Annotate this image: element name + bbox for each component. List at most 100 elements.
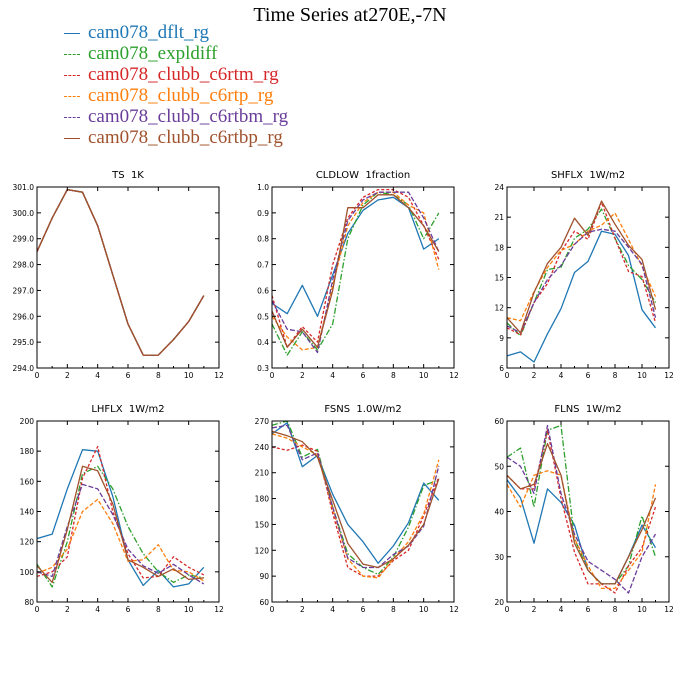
legend-swatch	[64, 117, 80, 119]
series-line	[507, 470, 657, 590]
x-tick-label: 10	[637, 605, 647, 614]
series-line	[507, 442, 657, 585]
chart-title: LHFLX 1W/m2	[91, 404, 164, 415]
y-tick-label: 180	[255, 495, 270, 504]
x-tick-label: 8	[391, 371, 396, 380]
y-tick-label: 270	[255, 417, 270, 426]
y-tick-label: 299.0	[13, 235, 35, 244]
y-tick-label: 150	[255, 520, 270, 529]
series-line	[272, 191, 440, 354]
legend-swatch	[64, 33, 80, 35]
series-group	[37, 188, 205, 356]
x-tick-label: 0	[35, 371, 40, 380]
y-tick-label: 100	[20, 568, 35, 577]
y-tick-label: 120	[255, 546, 270, 555]
y-tick-label: 300.0	[13, 209, 35, 218]
x-tick-label: 0	[270, 371, 275, 380]
y-tick-label: 80	[24, 598, 34, 607]
series-line	[37, 188, 205, 356]
x-tick-label: 0	[35, 605, 40, 614]
y-tick-label: 60	[494, 417, 504, 426]
x-tick-label: 4	[330, 605, 335, 614]
legend-swatch	[64, 96, 80, 98]
legend: cam078_dflt_rg cam078_expldiff cam078_cl…	[64, 22, 288, 148]
y-tick-label: 295.0	[13, 338, 35, 347]
series-line	[507, 201, 657, 336]
x-tick-label: 8	[613, 605, 618, 614]
plot-frame	[506, 420, 670, 603]
chart-title: SHFLX 1W/m2	[551, 170, 625, 181]
y-tick-label: 294.0	[13, 364, 35, 373]
legend-item: cam078_expldiff	[64, 43, 288, 64]
chart-title: TS 1K	[111, 170, 144, 181]
y-tick-label: 120	[20, 538, 35, 547]
y-tick-label: 297.0	[13, 286, 35, 295]
legend-item: cam078_clubb_c6rtm_rg	[64, 64, 288, 85]
series-line	[37, 188, 205, 356]
y-tick-label: 9	[499, 334, 504, 343]
x-tick-label: 12	[214, 605, 224, 614]
chart-panel: LHFLX 1W/m2 0 2 4 6 8 10 12 80 100 120 140 160 180 200	[20, 404, 224, 614]
x-tick-label: 4	[95, 605, 100, 614]
series-group	[272, 188, 440, 356]
x-tick-label: 2	[532, 371, 537, 380]
x-tick-label: 12	[449, 371, 459, 380]
y-tick-label: 200	[20, 417, 35, 426]
x-tick-label: 6	[361, 605, 366, 614]
y-tick-label: 0.3	[257, 364, 269, 373]
x-tick-label: 2	[300, 605, 305, 614]
series-line	[37, 188, 205, 356]
series-line	[272, 444, 440, 577]
x-tick-label: 4	[330, 371, 335, 380]
series-line	[37, 465, 204, 588]
series-line	[272, 422, 440, 564]
series-line	[507, 424, 657, 585]
series-line	[37, 188, 205, 356]
series-line	[507, 424, 657, 594]
series-group	[37, 445, 205, 588]
plot-frame	[36, 186, 220, 369]
y-tick-label: 90	[259, 572, 269, 581]
chart-title: CLDLOW 1fraction	[316, 170, 410, 181]
y-tick-label: 0.4	[257, 338, 269, 347]
x-tick-label: 2	[532, 605, 537, 614]
series-line	[507, 230, 657, 363]
chart-panel: FSNS 1.0W/m2 0 2 4 6 8 10 12 60 90 120 150 180 210 240…	[255, 404, 459, 614]
x-tick-label: 10	[184, 371, 194, 380]
series-line	[272, 424, 440, 569]
x-tick-label: 8	[391, 605, 396, 614]
y-tick-label: 24	[494, 183, 504, 192]
x-tick-label: 6	[126, 371, 131, 380]
legend-item: cam078_clubb_c6rtbm_rg	[64, 106, 288, 127]
x-tick-label: 4	[95, 371, 100, 380]
legend-item: cam078_clubb_c6rtbp_rg	[64, 127, 288, 148]
legend-label: cam078_clubb_c6rtm_rg	[88, 64, 279, 85]
x-tick-label: 2	[65, 371, 70, 380]
series-line	[37, 188, 205, 356]
y-tick-label: 210	[255, 469, 270, 478]
plot-frame	[271, 420, 455, 603]
y-tick-label: 0.6	[257, 286, 269, 295]
legend-swatch	[64, 75, 80, 77]
x-tick-label: 4	[559, 605, 564, 614]
legend-item: cam078_clubb_c6rtp_rg	[64, 85, 288, 106]
y-tick-label: 180	[20, 447, 35, 456]
x-tick-label: 10	[184, 605, 194, 614]
series-group	[507, 200, 657, 363]
x-tick-label: 10	[637, 371, 647, 380]
y-tick-label: 160	[20, 477, 35, 486]
y-tick-label: 40	[494, 508, 504, 517]
chart-panel: CLDLOW 1fraction 0 2 4 6 8 10 12 0.3 0.4 0.5 0.6 0.7…	[257, 170, 459, 380]
y-tick-label: 0.5	[257, 312, 269, 321]
x-tick-label: 10	[419, 605, 429, 614]
x-tick-label: 6	[586, 605, 591, 614]
x-tick-label: 0	[505, 371, 510, 380]
x-tick-label: 2	[65, 605, 70, 614]
x-tick-label: 0	[270, 605, 275, 614]
y-tick-label: 298.0	[13, 261, 35, 270]
y-tick-label: 140	[20, 508, 35, 517]
series-line	[272, 421, 440, 576]
series-line	[272, 191, 440, 351]
